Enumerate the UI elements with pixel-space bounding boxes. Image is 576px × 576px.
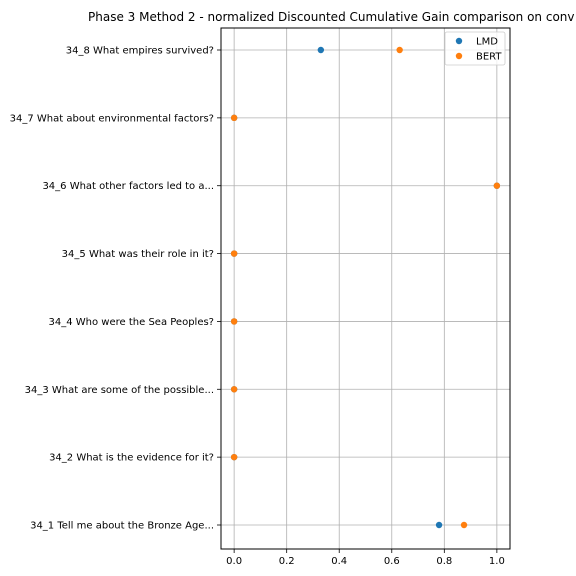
point-bert bbox=[230, 386, 238, 393]
x-tick-label: 1.0 bbox=[489, 556, 505, 567]
legend-label: BERT bbox=[476, 52, 502, 63]
axis-ticks: 0.0 0.2 0.4 0.6 0.8 1.0 34_1 Tell me about the… bbox=[10, 46, 505, 568]
y-tick-label: 34_1 Tell me about the Bronze Age... bbox=[30, 521, 214, 532]
point-bert bbox=[230, 250, 238, 257]
data-points bbox=[230, 46, 501, 529]
x-tick-label: 0.2 bbox=[279, 556, 295, 567]
y-tick-label: 34_6 What other factors led to a... bbox=[42, 181, 214, 192]
x-tick-label: 0.0 bbox=[226, 556, 242, 567]
point-bert bbox=[396, 46, 403, 54]
x-tick-label: 0.4 bbox=[331, 556, 347, 567]
point-bert bbox=[230, 453, 238, 461]
y-tick-label: 34_3 What are some of the possible... bbox=[25, 385, 214, 396]
point-bert bbox=[230, 318, 238, 325]
y-tick-label: 34_2 What is the evidence for it? bbox=[49, 453, 214, 464]
grid-lines bbox=[221, 28, 510, 549]
legend-marker bbox=[455, 37, 463, 45]
point-lmd bbox=[317, 46, 325, 54]
y-tick-label: 34_8 What empires survived? bbox=[66, 46, 214, 57]
y-tick-label: 34_5 What was their role in it? bbox=[62, 249, 214, 260]
legend: LMD BERT bbox=[444, 31, 506, 66]
legend-marker bbox=[455, 52, 463, 60]
x-tick-label: 0.8 bbox=[436, 556, 452, 567]
point-lmd bbox=[435, 521, 443, 529]
point-bert bbox=[493, 182, 501, 189]
chart-title: Phase 3 Method 2 - normalized Discounted… bbox=[88, 10, 575, 24]
point-bert bbox=[460, 521, 468, 529]
y-tick-label: 34_7 What about environmental factors? bbox=[10, 113, 214, 124]
x-tick-label: 0.6 bbox=[384, 556, 400, 567]
y-tick-label: 34_4 Who were the Sea Peoples? bbox=[49, 317, 214, 328]
plot-frame bbox=[220, 27, 511, 550]
legend-label: LMD bbox=[476, 37, 498, 48]
point-bert bbox=[230, 114, 238, 122]
